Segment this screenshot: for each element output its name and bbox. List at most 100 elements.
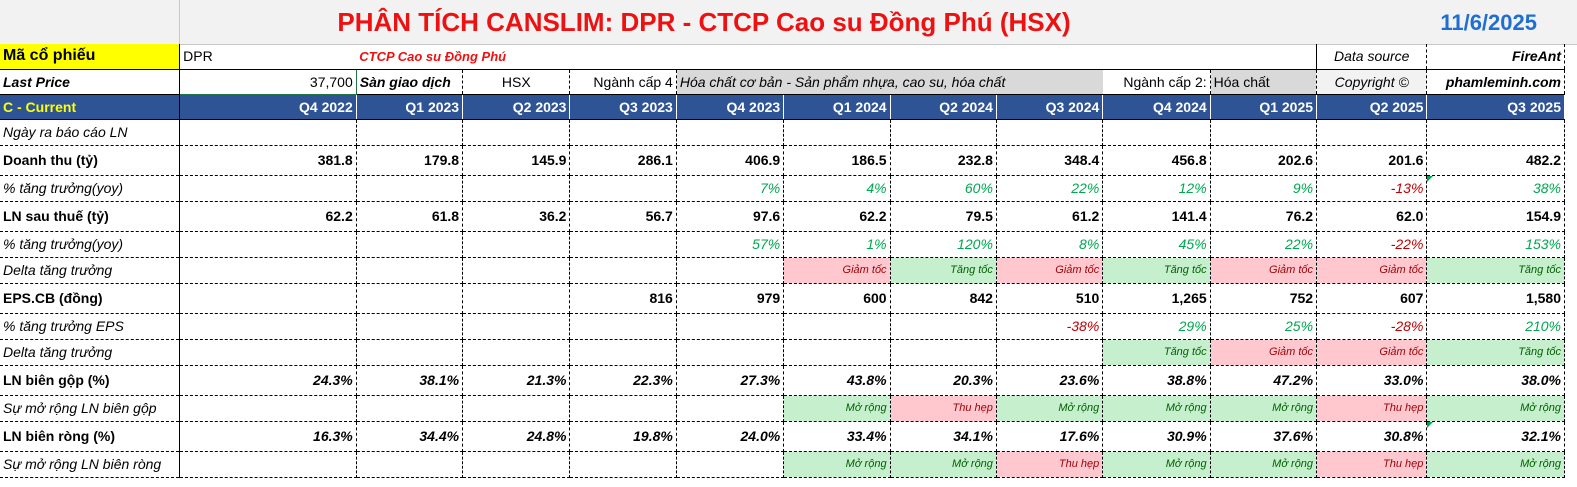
industry2-value[interactable]: Hóa chất — [1210, 69, 1318, 95]
row-label[interactable]: % tăng trưởng(yoy) — [0, 175, 181, 202]
value-cell[interactable]: 510 — [996, 283, 1104, 314]
row-label[interactable]: LN sau thuế (tỷ) — [0, 201, 181, 232]
value-cell[interactable] — [462, 119, 571, 146]
value-cell[interactable] — [676, 451, 785, 478]
value-cell[interactable]: 62.0 — [1316, 201, 1428, 232]
value-cell[interactable] — [676, 313, 785, 340]
value-cell[interactable] — [356, 313, 464, 340]
value-cell[interactable]: 32.1% — [1426, 421, 1565, 452]
data-source-value[interactable]: FireAnt — [1426, 44, 1565, 70]
value-cell[interactable]: 482.2 — [1426, 145, 1565, 176]
value-cell[interactable]: 1% — [783, 231, 891, 258]
value-cell[interactable]: 1,265 — [1102, 283, 1211, 314]
row-label[interactable]: EPS.CB (đồng) — [0, 283, 181, 314]
value-cell[interactable]: Mở rộng — [783, 395, 891, 422]
ticker-label[interactable]: Mã cổ phiếu — [0, 44, 181, 70]
value-cell[interactable]: 20.3% — [890, 365, 997, 396]
value-cell[interactable] — [356, 257, 464, 284]
value-cell[interactable]: Giảm tốc — [1210, 257, 1318, 284]
value-cell[interactable]: Thu hẹp — [996, 451, 1104, 478]
industry2-label[interactable]: Ngành cấp 2: — [1102, 69, 1211, 95]
value-cell[interactable] — [462, 283, 571, 314]
data-source-label[interactable]: Data source — [1316, 44, 1428, 70]
quarter-header[interactable]: Q3 2023 — [569, 94, 677, 120]
value-cell[interactable] — [1316, 119, 1428, 146]
value-cell[interactable]: 210% — [1426, 313, 1565, 340]
value-cell[interactable]: 76.2 — [1210, 201, 1318, 232]
copyright-value[interactable]: phamleminh.com — [1426, 69, 1565, 95]
value-cell[interactable] — [569, 119, 677, 146]
quarter-header[interactable]: Q2 2025 — [1316, 94, 1428, 120]
value-cell[interactable]: Mở rộng — [1426, 395, 1565, 422]
value-cell[interactable] — [569, 175, 677, 202]
value-cell[interactable] — [783, 339, 891, 366]
value-cell[interactable]: 38.8% — [1102, 365, 1211, 396]
blank-cell[interactable] — [676, 44, 1317, 70]
value-cell[interactable]: 816 — [569, 283, 677, 314]
section-label[interactable]: C - Current — [0, 94, 181, 120]
row-label[interactable]: Delta tăng trưởng — [0, 257, 181, 284]
value-cell[interactable] — [462, 339, 571, 366]
value-cell[interactable] — [356, 395, 464, 422]
value-cell[interactable]: 406.9 — [676, 145, 785, 176]
value-cell[interactable] — [783, 119, 891, 146]
industry4-label[interactable]: Ngành cấp 4 — [569, 69, 677, 95]
row-label[interactable]: % tăng trưởng EPS — [0, 313, 181, 340]
value-cell[interactable] — [890, 313, 997, 340]
value-cell[interactable] — [569, 257, 677, 284]
quarter-header[interactable]: Q4 2023 — [676, 94, 785, 120]
value-cell[interactable]: 45% — [1102, 231, 1211, 258]
value-cell[interactable]: 23.6% — [996, 365, 1104, 396]
value-cell[interactable]: 60% — [890, 175, 997, 202]
value-cell[interactable]: 33.0% — [1316, 365, 1428, 396]
value-cell[interactable] — [356, 339, 464, 366]
value-cell[interactable]: 22.3% — [569, 365, 677, 396]
value-cell[interactable]: 456.8 — [1102, 145, 1211, 176]
title-corner-cell[interactable] — [0, 0, 180, 44]
row-label[interactable]: LN biên ròng (%) — [0, 421, 181, 452]
value-cell[interactable]: 22% — [996, 175, 1104, 202]
value-cell[interactable]: 22% — [1210, 231, 1318, 258]
value-cell[interactable]: 61.8 — [356, 201, 464, 232]
value-cell[interactable] — [179, 395, 357, 422]
value-cell[interactable]: 30.8% — [1316, 421, 1428, 452]
value-cell[interactable] — [569, 395, 677, 422]
value-cell[interactable]: 33.4% — [783, 421, 891, 452]
value-cell[interactable]: Thu hẹp — [1316, 451, 1428, 478]
value-cell[interactable]: Mở rộng — [1426, 451, 1565, 478]
value-cell[interactable]: 842 — [890, 283, 997, 314]
value-cell[interactable]: Tăng tốc — [1426, 339, 1565, 366]
value-cell[interactable]: Mở rộng — [1102, 395, 1211, 422]
value-cell[interactable]: 61.2 — [996, 201, 1104, 232]
value-cell[interactable]: 97.6 — [676, 201, 785, 232]
row-label[interactable]: Sự mở rộng LN biên ròng — [0, 451, 181, 478]
last-price-label[interactable]: Last Price — [0, 69, 181, 95]
value-cell[interactable] — [179, 119, 357, 146]
value-cell[interactable] — [462, 451, 571, 478]
value-cell[interactable]: 381.8 — [179, 145, 357, 176]
row-label[interactable]: % tăng trưởng(yoy) — [0, 231, 181, 258]
value-cell[interactable] — [179, 313, 357, 340]
industry4-value[interactable]: Hóa chất cơ bản - Sản phẩm nhựa, cao su,… — [676, 69, 1103, 95]
value-cell[interactable] — [890, 339, 997, 366]
value-cell[interactable]: 201.6 — [1316, 145, 1428, 176]
value-cell[interactable]: 38% — [1426, 175, 1565, 202]
value-cell[interactable]: 607 — [1316, 283, 1428, 314]
value-cell[interactable] — [356, 175, 464, 202]
value-cell[interactable]: Thu hẹp — [1316, 395, 1428, 422]
value-cell[interactable]: 600 — [783, 283, 891, 314]
value-cell[interactable]: 752 — [1210, 283, 1318, 314]
value-cell[interactable] — [356, 451, 464, 478]
value-cell[interactable] — [356, 283, 464, 314]
value-cell[interactable]: Mở rộng — [996, 395, 1104, 422]
quarter-header[interactable]: Q1 2024 — [783, 94, 891, 120]
row-label[interactable]: Doanh thu (tỷ) — [0, 145, 181, 176]
value-cell[interactable] — [179, 175, 357, 202]
quarter-header[interactable]: Q4 2024 — [1102, 94, 1211, 120]
value-cell[interactable]: 37.6% — [1210, 421, 1318, 452]
quarter-header[interactable]: Q2 2023 — [462, 94, 571, 120]
value-cell[interactable] — [1102, 119, 1211, 146]
value-cell[interactable]: 79.5 — [890, 201, 997, 232]
value-cell[interactable]: Mở rộng — [1102, 451, 1211, 478]
quarter-header[interactable]: Q3 2024 — [996, 94, 1104, 120]
